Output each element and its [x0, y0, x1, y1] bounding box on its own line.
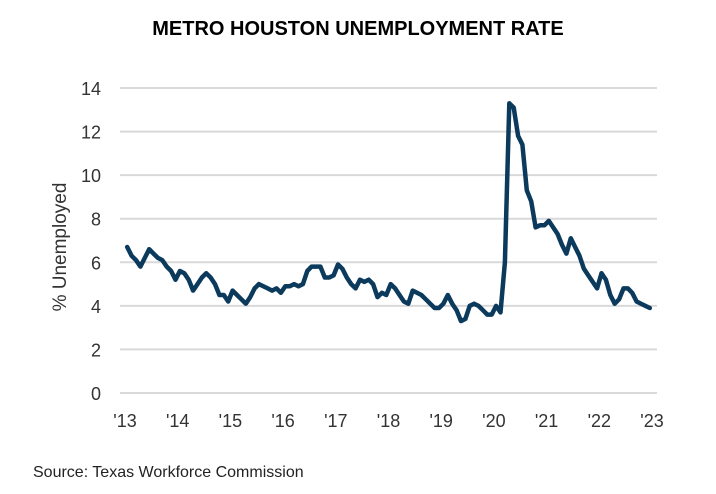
- x-tick-label: '15: [219, 411, 242, 431]
- y-axis-label: % Unemployed: [50, 183, 71, 312]
- x-tick-label: '14: [166, 411, 189, 431]
- x-tick-label: '13: [113, 411, 136, 431]
- x-tick-label: '23: [640, 411, 663, 431]
- y-tick-label: 0: [91, 384, 101, 404]
- x-tick-label: '16: [271, 411, 294, 431]
- y-tick-label: 6: [91, 253, 101, 273]
- x-tick-label: '19: [429, 411, 452, 431]
- chart-title: METRO HOUSTON UNEMPLOYMENT RATE: [152, 18, 564, 40]
- unemployment-rate-line: [124, 101, 653, 324]
- x-tick-label: '20: [482, 411, 505, 431]
- y-tick-label: 12: [81, 123, 101, 143]
- y-tick-label: 14: [81, 79, 101, 99]
- x-tick-label: '18: [377, 411, 400, 431]
- y-tick-label: 8: [91, 210, 101, 230]
- source-note: Source: Texas Workforce Commission: [33, 464, 304, 481]
- y-tick-label: 2: [91, 340, 101, 360]
- x-tick-label: '21: [535, 411, 558, 431]
- x-tick-label: '17: [324, 411, 347, 431]
- y-tick-label: 10: [81, 166, 101, 186]
- y-tick-label: 4: [91, 297, 101, 317]
- x-tick-label: '22: [588, 411, 611, 431]
